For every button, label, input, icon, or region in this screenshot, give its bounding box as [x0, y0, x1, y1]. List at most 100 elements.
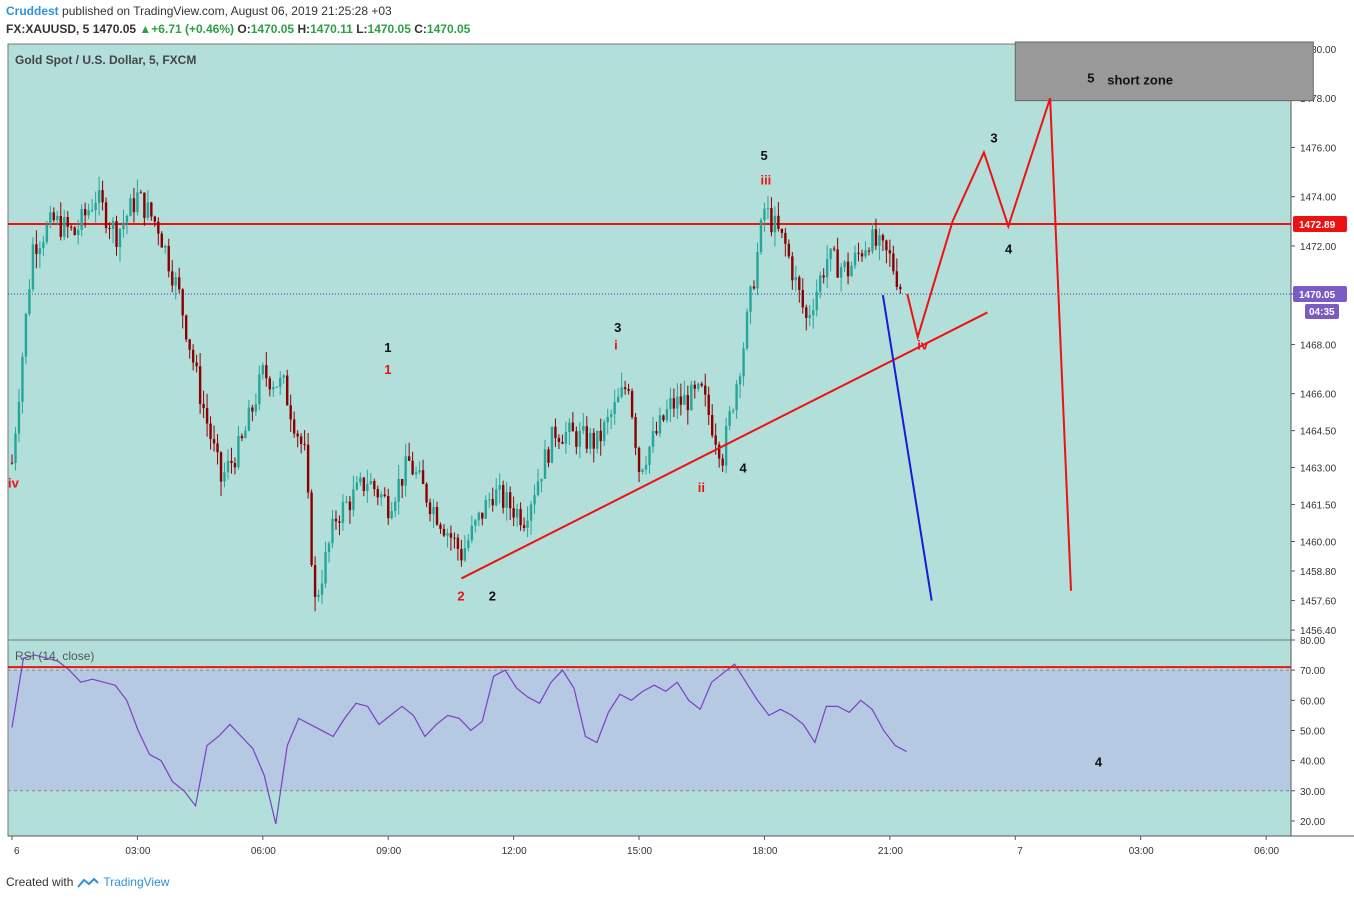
- candle-body: [707, 394, 710, 416]
- candle-body: [31, 244, 35, 290]
- support-trendline: [460, 311, 988, 580]
- candle-body: [439, 524, 442, 529]
- candle-body: [589, 432, 592, 449]
- wave-label: 5: [760, 148, 767, 163]
- candle-body: [846, 261, 850, 277]
- candle-body: [780, 228, 784, 233]
- candle-body: [411, 460, 414, 475]
- candle-body: [798, 277, 801, 291]
- candle-body: [829, 248, 832, 260]
- low-label: L:: [356, 22, 368, 36]
- wave-label: i: [614, 337, 618, 352]
- candle-body: [540, 478, 543, 482]
- candle-body: [404, 456, 407, 486]
- rsi-tick-label: 60.00: [1300, 696, 1325, 707]
- time-tick-label: 21:00: [878, 846, 903, 857]
- candle-body: [237, 435, 240, 468]
- candle-body: [606, 416, 609, 423]
- candle-body: [759, 220, 763, 253]
- candle-body: [171, 271, 174, 286]
- candle-body: [665, 409, 669, 421]
- candle-body: [355, 482, 359, 490]
- candle-body: [637, 447, 641, 472]
- candle-body: [620, 387, 623, 397]
- candle-body: [21, 356, 24, 402]
- candle-body: [338, 521, 341, 523]
- resistance-price-label: 1472.89: [1299, 220, 1336, 231]
- candle-body: [836, 249, 839, 278]
- candle-body: [191, 349, 195, 363]
- candle-body: [616, 396, 620, 402]
- wave-label: 3: [614, 320, 621, 335]
- candle-body: [578, 430, 582, 447]
- short-zone-label: short zone: [1107, 73, 1173, 88]
- rsi-line: [11, 654, 907, 825]
- candle-body: [853, 252, 857, 266]
- time-tick-label: 09:00: [376, 846, 401, 857]
- candle-body: [254, 404, 258, 412]
- candle-body: [526, 520, 529, 528]
- candle-body: [690, 384, 693, 411]
- price-chart[interactable]: 1480.001478.001476.001474.001472.001468.…: [0, 0, 1354, 870]
- rsi-title: RSI (14, close): [15, 649, 94, 663]
- candle-body: [115, 221, 118, 247]
- wave-label: iv: [917, 337, 929, 352]
- candle-body: [603, 422, 606, 442]
- candle-body: [383, 494, 386, 497]
- candle-body: [265, 365, 268, 379]
- candle-body: [812, 310, 815, 316]
- time-tick-label: 12:00: [502, 846, 527, 857]
- candle-body: [83, 208, 87, 216]
- candle-body: [279, 377, 282, 387]
- candle-body: [495, 489, 498, 506]
- candle-body: [871, 229, 874, 252]
- author-name[interactable]: Cruddest: [6, 4, 59, 18]
- tradingview-brand[interactable]: TradingView: [103, 875, 170, 889]
- candle-body: [390, 511, 393, 519]
- candle-body: [324, 552, 327, 584]
- candle-body: [676, 396, 679, 409]
- candle-body: [90, 209, 94, 211]
- rsi-tick-label: 20.00: [1300, 817, 1325, 828]
- candle-body: [669, 398, 672, 410]
- publish-text: published on TradingView.com, August 06,…: [62, 4, 392, 18]
- candle-body: [38, 248, 42, 255]
- candle-body: [609, 413, 613, 417]
- candle-body: [313, 565, 317, 597]
- candle-body: [80, 208, 83, 230]
- candle-body: [334, 518, 338, 522]
- candle-body: [212, 439, 216, 444]
- candle-body: [641, 469, 644, 472]
- price-tick-label: 1464.50: [1300, 427, 1337, 438]
- time-tick-label: 15:00: [627, 846, 652, 857]
- wave-label: iv: [8, 475, 20, 490]
- candle-body: [484, 499, 487, 519]
- candle-body: [704, 385, 707, 395]
- candle-body: [317, 594, 320, 597]
- candle-body: [575, 431, 578, 447]
- low-value: 1470.05: [367, 22, 411, 36]
- candle-body: [282, 375, 285, 378]
- candle-body: [310, 492, 313, 566]
- wave-label: 1: [384, 340, 391, 355]
- candle-body: [599, 430, 602, 442]
- candle-body: [453, 537, 456, 539]
- candle-body: [348, 501, 352, 511]
- tradingview-logo-icon[interactable]: [77, 877, 100, 888]
- price-tick-label: 1474.00: [1300, 193, 1337, 204]
- candle-body: [860, 253, 864, 257]
- candle-body: [10, 462, 14, 464]
- candle-body: [362, 477, 366, 491]
- price-pane: [7, 43, 1292, 641]
- candle-body: [216, 443, 219, 453]
- candle-body: [784, 232, 787, 244]
- time-tick-label: 18:00: [752, 846, 777, 857]
- candle-body: [885, 240, 888, 251]
- candle-body: [864, 250, 867, 257]
- candle-body: [52, 212, 56, 221]
- candle-body: [219, 452, 223, 482]
- candle-body: [118, 229, 122, 247]
- candle-body: [839, 267, 843, 278]
- price-tick-label: 1466.00: [1300, 390, 1337, 401]
- countdown-tag: [1305, 303, 1339, 319]
